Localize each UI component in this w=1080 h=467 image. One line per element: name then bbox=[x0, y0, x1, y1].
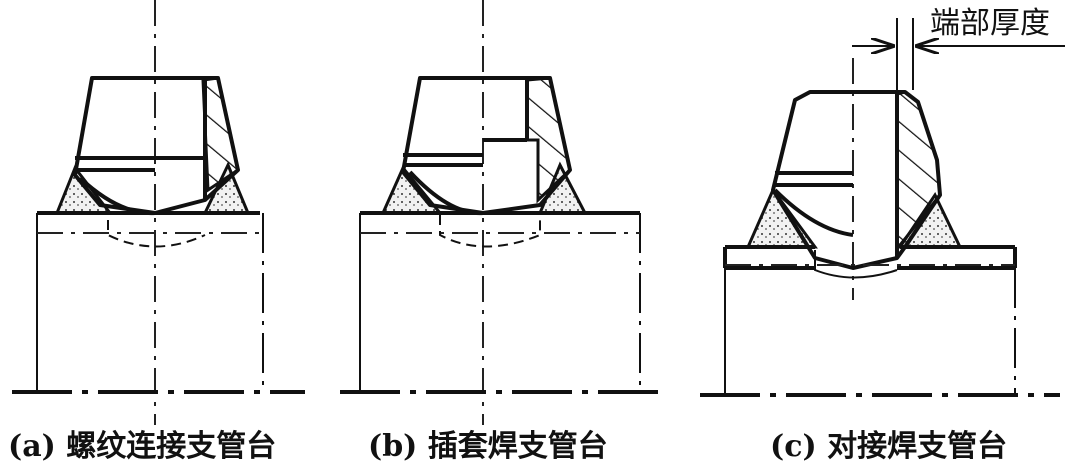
caption-b: (b) 插套焊支管台 bbox=[368, 429, 608, 464]
caption-a: (a) 螺纹连接支管台 bbox=[8, 429, 276, 464]
panel-b-socket-weld-outlet bbox=[340, 0, 660, 425]
section-hatch bbox=[201, 76, 240, 193]
caption-c: (c) 对接焊支管台 bbox=[770, 429, 1007, 464]
dimension-label-end-thickness: 端部厚度 bbox=[930, 6, 1050, 41]
panel-c-butt-weld-outlet: 端部厚度 bbox=[700, 6, 1065, 397]
panel-a-threaded-outlet bbox=[12, 0, 305, 425]
